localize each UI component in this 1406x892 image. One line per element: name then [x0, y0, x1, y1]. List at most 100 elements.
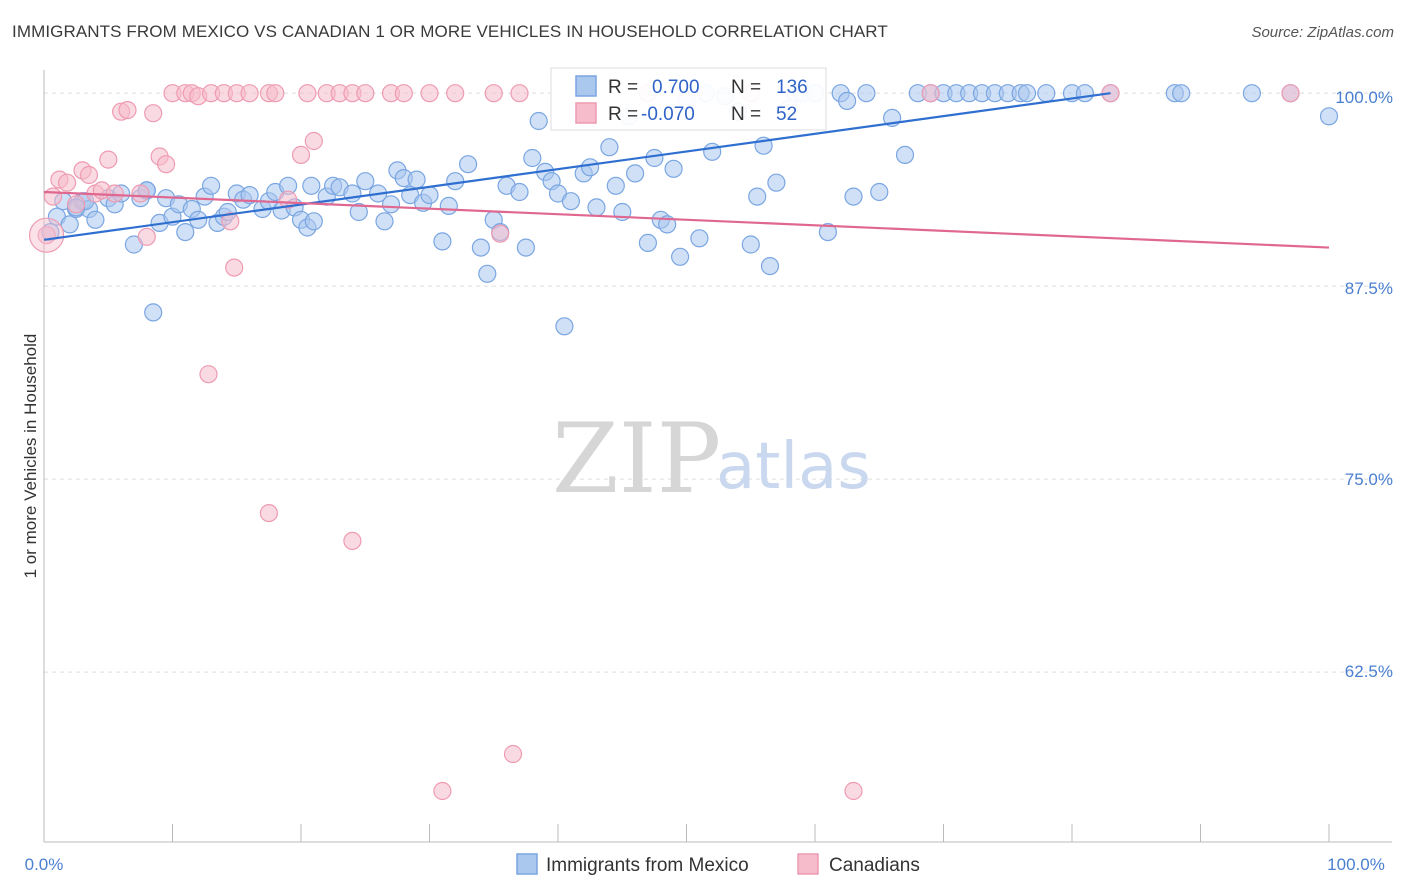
data-point-canadians [225, 258, 244, 277]
legend-series-label: Immigrants from Mexico [546, 855, 749, 876]
y-tick-label: 75.0% [1345, 470, 1393, 489]
data-point-canadians [298, 84, 317, 103]
data-point-mexico [349, 202, 368, 222]
trend-line-canadians [43, 190, 1330, 249]
data-point-canadians [304, 131, 323, 151]
legend-swatch-pink [575, 102, 597, 124]
data-point-mexico [302, 176, 321, 195]
data-point-mexico [760, 257, 780, 276]
data-point-canadians [279, 190, 298, 209]
series-legend: Immigrants from Mexico Canadians [516, 853, 920, 876]
data-point-canadians [503, 744, 523, 764]
data-point-mexico [587, 198, 606, 217]
data-point-mexico [304, 212, 323, 231]
data-point-canadians [240, 84, 259, 103]
source-label: Source: ZipAtlas.com [1251, 24, 1394, 41]
data-point-canadians [131, 184, 150, 203]
legend-r-label: R = [608, 104, 638, 125]
data-point-mexico [844, 187, 863, 206]
data-point-canadians [446, 84, 465, 103]
correlation-legend: R = 0.700 N = 136 R = -0.070 N = 52 [550, 67, 827, 131]
data-point-mexico [638, 233, 658, 252]
data-point-mexico [176, 223, 195, 242]
data-point-canadians [291, 145, 311, 164]
y-tick-label: 100.0% [1335, 88, 1393, 107]
data-point-canadians [356, 84, 375, 103]
x-tick-label: 0.0% [25, 855, 64, 874]
data-point-mexico [670, 247, 690, 266]
data-point-canadians [510, 84, 529, 103]
gridlines [44, 92, 1392, 673]
series-canadians [28, 84, 1300, 801]
data-point-mexico [420, 186, 439, 205]
data-point-canadians [343, 531, 362, 551]
data-point-mexico [446, 172, 465, 191]
data-point-mexico [1172, 84, 1191, 103]
legend-swatch-blue [516, 853, 538, 875]
data-point-canadians [433, 781, 452, 801]
trend-lines [43, 92, 1330, 249]
y-tick-label: 62.5% [1345, 662, 1393, 681]
data-point-mexico [625, 164, 645, 183]
legend-n-label: N = [731, 104, 761, 125]
data-point-mexico [60, 215, 79, 234]
data-point-mexico [381, 195, 401, 214]
data-point-mexico [606, 176, 625, 195]
x-axis-ticks [43, 824, 1330, 842]
data-point-mexico [857, 84, 876, 103]
data-point-canadians [28, 217, 65, 253]
data-point-mexico [510, 182, 529, 202]
legend-swatch-blue [575, 75, 597, 97]
legend-swatch-pink [797, 853, 819, 875]
data-point-canadians [266, 84, 285, 103]
y-tick-label: 87.5% [1345, 279, 1393, 298]
data-point-mexico [600, 138, 619, 157]
data-point-mexico [748, 187, 767, 206]
x-tick-label: 100.0% [1327, 855, 1385, 874]
data-point-mexico [580, 158, 600, 177]
data-point-mexico [1319, 107, 1339, 126]
data-point-mexico [895, 145, 915, 164]
data-point-canadians [844, 781, 863, 801]
data-point-mexico [202, 176, 221, 195]
data-point-mexico [356, 172, 375, 191]
trend-line-mexico [43, 92, 1111, 241]
data-point-canadians [491, 224, 510, 243]
data-point-canadians [259, 503, 278, 523]
legend-r-value: -0.070 [641, 104, 695, 125]
data-point-mexico [459, 155, 478, 174]
data-point-canadians [157, 155, 176, 174]
watermark-zip: ZIP [552, 403, 721, 515]
data-point-canadians [99, 150, 118, 169]
data-point-mexico [561, 192, 581, 211]
data-point-mexico [471, 238, 490, 257]
data-point-mexico [529, 111, 548, 131]
data-point-mexico [439, 196, 458, 215]
data-point-canadians [484, 84, 503, 103]
data-point-canadians [66, 195, 86, 214]
data-point-mexico [1242, 84, 1262, 103]
data-point-canadians [118, 100, 137, 120]
data-point-canadians [43, 187, 63, 206]
data-point-mexico [144, 303, 163, 322]
legend-n-value: 52 [776, 104, 797, 125]
data-point-mexico [86, 210, 105, 229]
data-point-canadians [144, 104, 163, 123]
legend-series-label: Canadians [829, 855, 920, 876]
data-point-canadians [221, 212, 240, 231]
data-point-canadians [921, 84, 940, 103]
data-point-mexico [870, 182, 889, 202]
data-point-canadians [137, 227, 156, 246]
data-point-mexico [664, 159, 683, 178]
data-point-canadians [1281, 84, 1300, 103]
legend-n-label: N = [731, 77, 761, 98]
data-point-mexico [555, 317, 574, 336]
data-point-mexico [703, 142, 722, 161]
data-point-mexico [767, 173, 786, 192]
data-point-mexico [741, 235, 760, 254]
data-point-mexico [1037, 84, 1056, 103]
data-point-canadians [105, 184, 124, 203]
data-point-mexico [1075, 84, 1095, 103]
chart-title: IMMIGRANTS FROM MEXICO VS CANADIAN 1 OR … [12, 22, 888, 41]
